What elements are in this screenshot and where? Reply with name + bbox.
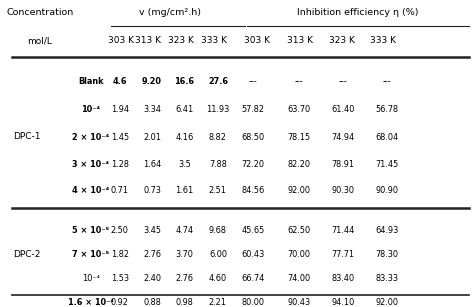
Text: 333 K: 333 K: [201, 37, 227, 45]
Text: Concentration: Concentration: [6, 8, 73, 17]
Text: 7.88: 7.88: [209, 160, 227, 169]
Text: ---: ---: [383, 77, 391, 86]
Text: 70.00: 70.00: [288, 250, 310, 259]
Text: 74.94: 74.94: [331, 133, 355, 142]
Text: 313 K: 313 K: [135, 37, 161, 45]
Text: 90.90: 90.90: [375, 186, 398, 196]
Text: ---: ---: [338, 77, 347, 86]
Text: 2.40: 2.40: [143, 274, 161, 283]
Text: 62.50: 62.50: [287, 227, 310, 235]
Text: 90.30: 90.30: [331, 186, 355, 196]
Text: 2.21: 2.21: [209, 298, 227, 307]
Text: 71.44: 71.44: [331, 227, 355, 235]
Text: 6.41: 6.41: [175, 105, 193, 114]
Text: 10⁻⁴: 10⁻⁴: [81, 105, 100, 114]
Text: 3.45: 3.45: [143, 227, 161, 235]
Text: DPC-1: DPC-1: [13, 132, 41, 141]
Text: 1.64: 1.64: [143, 160, 161, 169]
Text: DPC-2: DPC-2: [13, 250, 41, 259]
Text: 82.20: 82.20: [288, 160, 310, 169]
Text: 2 × 10⁻⁴: 2 × 10⁻⁴: [72, 133, 109, 142]
Text: 1.53: 1.53: [111, 274, 129, 283]
Text: 3.34: 3.34: [143, 105, 161, 114]
Text: 2.50: 2.50: [111, 227, 128, 235]
Text: 61.40: 61.40: [331, 105, 355, 114]
Text: 333 K: 333 K: [370, 37, 396, 45]
Text: 1.6 × 10⁻⁴: 1.6 × 10⁻⁴: [68, 298, 114, 307]
Text: 4.74: 4.74: [175, 227, 193, 235]
Text: 0.92: 0.92: [111, 298, 128, 307]
Text: 10⁻⁴: 10⁻⁴: [82, 274, 100, 283]
Text: 68.50: 68.50: [241, 133, 264, 142]
Text: 72.20: 72.20: [241, 160, 264, 169]
Text: 64.93: 64.93: [375, 227, 398, 235]
Text: 1.94: 1.94: [110, 105, 129, 114]
Text: 303 K: 303 K: [108, 37, 134, 45]
Text: 2.76: 2.76: [143, 250, 161, 259]
Text: 56.78: 56.78: [375, 105, 398, 114]
Text: 6.00: 6.00: [209, 250, 227, 259]
Text: 78.15: 78.15: [287, 133, 310, 142]
Text: 3.70: 3.70: [175, 250, 193, 259]
Text: 11.93: 11.93: [206, 105, 229, 114]
Text: 57.82: 57.82: [241, 105, 264, 114]
Text: 3.5: 3.5: [178, 160, 191, 169]
Text: 1.45: 1.45: [110, 133, 129, 142]
Text: 2.76: 2.76: [175, 274, 193, 283]
Text: 0.98: 0.98: [175, 298, 193, 307]
Text: 4.6: 4.6: [112, 77, 127, 86]
Text: 27.6: 27.6: [208, 77, 228, 86]
Text: 0.71: 0.71: [111, 186, 129, 196]
Text: 16.6: 16.6: [174, 77, 194, 86]
Text: 78.91: 78.91: [331, 160, 355, 169]
Text: 4.60: 4.60: [209, 274, 227, 283]
Text: 84.56: 84.56: [241, 186, 264, 196]
Text: mol/L: mol/L: [27, 37, 53, 45]
Text: 323 K: 323 K: [168, 37, 193, 45]
Text: 60.43: 60.43: [241, 250, 264, 259]
Text: 5 × 10⁻⁵: 5 × 10⁻⁵: [72, 227, 109, 235]
Text: 2.51: 2.51: [209, 186, 227, 196]
Text: 313 K: 313 K: [287, 37, 313, 45]
Text: 0.88: 0.88: [143, 298, 161, 307]
Text: 1.61: 1.61: [175, 186, 193, 196]
Text: 68.04: 68.04: [375, 133, 398, 142]
Text: 1.28: 1.28: [111, 160, 129, 169]
Text: 83.33: 83.33: [375, 274, 398, 283]
Text: 78.30: 78.30: [375, 250, 398, 259]
Text: 2.01: 2.01: [143, 133, 161, 142]
Text: 1.82: 1.82: [111, 250, 129, 259]
Text: Blank: Blank: [78, 77, 103, 86]
Text: 71.45: 71.45: [375, 160, 398, 169]
Text: 80.00: 80.00: [241, 298, 264, 307]
Text: 45.65: 45.65: [241, 227, 264, 235]
Text: 4 × 10⁻⁴: 4 × 10⁻⁴: [72, 186, 109, 196]
Text: 3 × 10⁻⁴: 3 × 10⁻⁴: [72, 160, 109, 169]
Text: 94.10: 94.10: [331, 298, 355, 307]
Text: Inhibition efficiency η (%): Inhibition efficiency η (%): [297, 8, 419, 17]
Text: 9.68: 9.68: [209, 227, 227, 235]
Text: v (mg/cm².h): v (mg/cm².h): [139, 8, 201, 17]
Text: 8.82: 8.82: [209, 133, 227, 142]
Text: 90.43: 90.43: [287, 298, 310, 307]
Text: 92.00: 92.00: [375, 298, 398, 307]
Text: 323 K: 323 K: [329, 37, 355, 45]
Text: 9.20: 9.20: [142, 77, 162, 86]
Text: 74.00: 74.00: [287, 274, 310, 283]
Text: 66.74: 66.74: [241, 274, 264, 283]
Text: 7 × 10⁻⁵: 7 × 10⁻⁵: [72, 250, 109, 259]
Text: ---: ---: [295, 77, 303, 86]
Text: 0.73: 0.73: [143, 186, 161, 196]
Text: 303 K: 303 K: [244, 37, 270, 45]
Text: 83.40: 83.40: [331, 274, 355, 283]
Text: 4.16: 4.16: [175, 133, 193, 142]
Text: 77.71: 77.71: [331, 250, 355, 259]
Text: 63.70: 63.70: [287, 105, 310, 114]
Text: 92.00: 92.00: [288, 186, 310, 196]
Text: ---: ---: [249, 77, 257, 86]
